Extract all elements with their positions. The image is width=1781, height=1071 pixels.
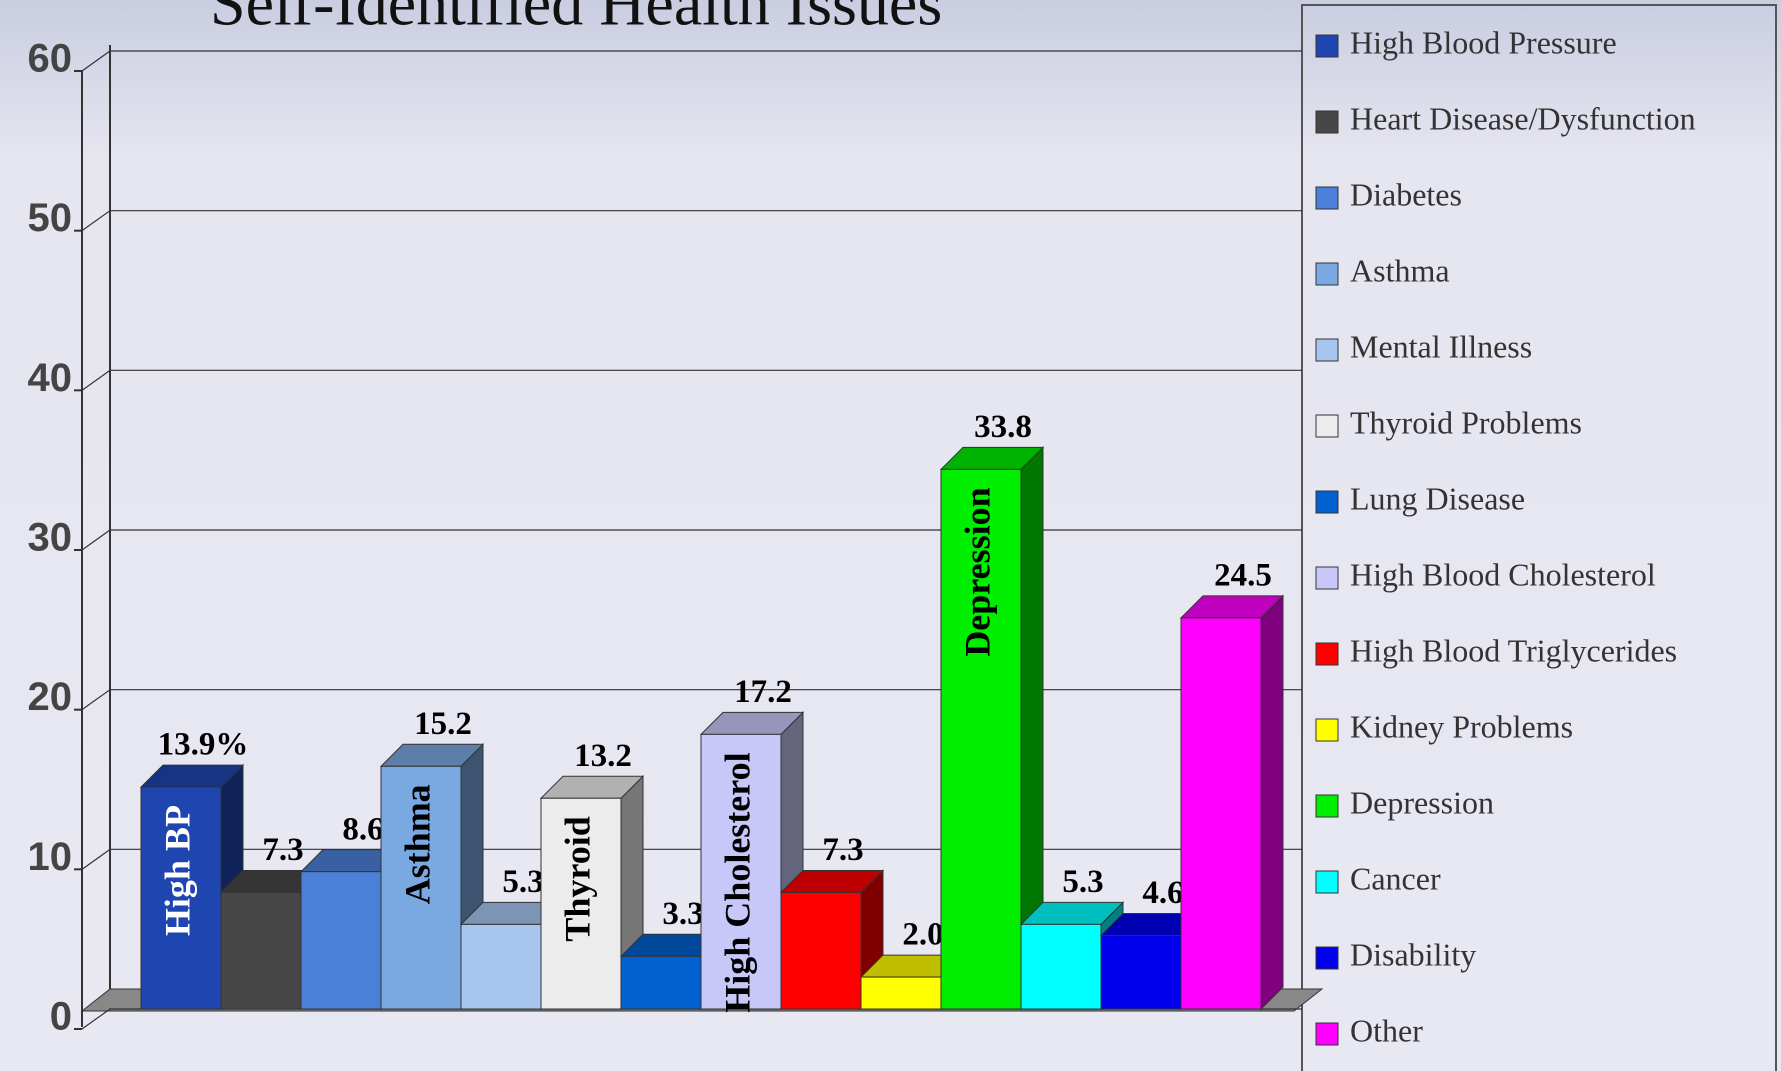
legend-label: Disability [1350,936,1476,972]
value-label: 33.8 [974,409,1032,445]
value-label: 13.2 [574,738,632,774]
y-tick-label: 10 [28,835,73,879]
value-label: 2.0 [902,917,943,953]
legend-label: Diabetes [1350,176,1462,212]
bar-label: High BP [157,805,197,936]
bar-label: Thyroid [557,816,597,941]
value-label: 3.3 [662,896,703,932]
legend-label: Thyroid Problems [1350,404,1582,440]
grid-line [81,50,1302,72]
legend-label: Lung Disease [1350,480,1525,516]
value-label: 8.6 [342,811,383,847]
y-tick-label: 60 [28,37,73,81]
legend-swatch [1315,110,1339,134]
bar [700,733,782,1010]
legend-label: Heart Disease/Dysfunction [1350,100,1696,136]
legend-swatch [1315,642,1339,666]
value-label: 24.5 [1214,557,1272,593]
legend-swatch [1315,338,1339,362]
legend-swatch [1315,34,1339,58]
value-label: 7.3 [822,832,863,868]
legend-swatch [1315,262,1339,286]
y-tick-label: 20 [28,675,73,719]
legend-swatch [1315,946,1339,970]
bar-label: High Cholesterol [717,752,757,1012]
legend-swatch [1315,566,1339,590]
y-tick-label: 0 [50,995,72,1039]
bar [620,955,702,1010]
value-label: 17.2 [734,674,792,710]
bar [860,976,942,1010]
grid-line [81,210,1302,232]
bar [780,891,862,1010]
bar [1020,923,1102,1010]
bar [540,797,622,1010]
legend-label: High Blood Triglycerides [1350,632,1677,668]
value-label: 5.3 [1062,864,1103,900]
legend-label: High Blood Cholesterol [1350,556,1656,592]
legend-box [1301,4,1777,1071]
legend-swatch [1315,794,1339,818]
bar [140,786,222,1010]
legend-swatch [1315,186,1339,210]
legend-swatch [1315,1022,1339,1046]
bar [1180,617,1262,1010]
bar-side [1260,594,1284,1011]
bar [220,891,302,1010]
grid-line [81,529,1302,551]
legend-label: Depression [1350,784,1494,820]
bar [1100,935,1182,1010]
grid-line [81,848,1302,870]
legend-label: Kidney Problems [1350,708,1573,744]
y-tick-label: 50 [28,196,73,240]
grid-line [81,689,1302,711]
y-tick-label: 30 [28,516,73,560]
value-label: 5.3 [502,864,543,900]
chart-title: Self-Identified Health Issues [210,0,942,39]
bar [380,765,462,1010]
legend-label: Other [1350,1012,1423,1048]
value-label: 7.3 [262,832,303,868]
legend-label: Asthma [1350,252,1450,288]
legend-swatch [1315,414,1339,438]
bar-label: Asthma [397,784,437,904]
value-label: 13.9% [158,727,249,763]
y-tick-label: 40 [28,356,73,400]
legend-label: High Blood Pressure [1350,24,1617,60]
value-label: 15.2 [414,706,472,742]
bar [300,871,382,1010]
bar [940,468,1022,1010]
legend-swatch [1315,490,1339,514]
legend-label: Cancer [1350,860,1441,896]
grid-line [81,369,1302,391]
bar [460,923,542,1010]
value-label: 4.6 [1142,875,1183,911]
legend-swatch [1315,870,1339,894]
bar-label: Depression [957,487,997,656]
legend-label: Mental Illness [1350,328,1532,364]
legend-swatch [1315,718,1339,742]
